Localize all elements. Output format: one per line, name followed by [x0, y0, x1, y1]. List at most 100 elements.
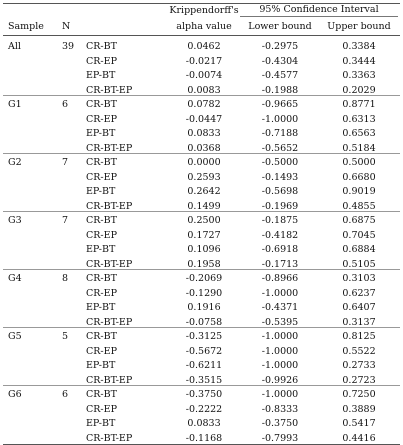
upper-bound: 0.5417 — [342, 418, 376, 429]
group-separator — [3, 327, 400, 328]
alpha-value: -0.5672 — [185, 345, 223, 357]
upper-bound: 0.6237 — [342, 287, 376, 299]
rater-pair: CR-BT-EP — [86, 200, 133, 212]
upper-bound: 0.2733 — [342, 360, 376, 371]
rater-pair: EP-BT — [86, 186, 116, 197]
rater-pair: CR-EP — [86, 403, 117, 415]
lower-bound: -1.0000 — [261, 389, 299, 400]
rater-pair: CR-BT — [86, 41, 117, 52]
lower-bound: -1.0000 — [261, 331, 299, 342]
rater-pair: EP-BT — [86, 302, 116, 313]
alpha-value: 0.0083 — [187, 84, 221, 96]
alpha-value: -0.3125 — [185, 331, 223, 342]
alpha-value: -0.0217 — [185, 55, 223, 67]
alpha-value: 0.2642 — [187, 186, 221, 197]
rater-pair: CR-BT-EP — [86, 142, 133, 154]
upper-bound: 0.5105 — [342, 258, 376, 270]
lower-bound: -0.3750 — [261, 418, 299, 429]
rater-pair: CR-BT-EP — [86, 374, 133, 386]
sample-label: G2 — [8, 157, 22, 168]
lower-bound: -0.4304 — [261, 55, 299, 67]
upper-bound: 0.5522 — [342, 345, 376, 357]
rater-pair: CR-EP — [86, 345, 117, 357]
lower-bound: -0.2975 — [261, 41, 299, 52]
lower-bound: -0.5698 — [261, 186, 299, 197]
upper-bound: 0.4416 — [342, 432, 376, 444]
upper-bound: 0.3103 — [342, 273, 376, 284]
lower-bound: -0.9665 — [261, 99, 299, 110]
sample-n: 5 — [62, 331, 69, 342]
header-upper-bound: Upper bound — [327, 21, 391, 32]
lower-bound: -0.7993 — [261, 432, 299, 444]
alpha-value: -0.3515 — [185, 374, 223, 386]
group-separator — [3, 385, 400, 386]
header-lower-bound: Lower bound — [248, 21, 312, 32]
upper-bound: 0.6875 — [342, 215, 376, 226]
rater-pair: CR-EP — [86, 55, 117, 67]
sample-n: 6 — [62, 99, 69, 110]
lower-bound: -0.9926 — [261, 374, 299, 386]
rater-pair: CR-EP — [86, 287, 117, 299]
upper-bound: 0.2723 — [342, 374, 376, 386]
lower-bound: -1.0000 — [261, 287, 299, 299]
sample-n: 8 — [62, 273, 69, 284]
header-n: N — [62, 21, 71, 32]
rater-pair: CR-BT-EP — [86, 84, 133, 96]
rater-pair: CR-BT — [86, 215, 117, 226]
rater-pair: CR-BT-EP — [86, 432, 133, 444]
alpha-value: -0.1290 — [185, 287, 223, 299]
rater-pair: CR-EP — [86, 113, 117, 125]
upper-bound: 0.3889 — [342, 403, 376, 415]
rater-pair: CR-BT — [86, 331, 117, 342]
upper-bound: 0.8125 — [342, 331, 376, 342]
rater-pair: EP-BT — [86, 128, 116, 139]
group-separator — [3, 153, 400, 154]
alpha-value: 0.1958 — [187, 258, 221, 270]
sample-n: 6 — [62, 389, 69, 400]
alpha-value: -0.2069 — [185, 273, 223, 284]
upper-bound: 0.9019 — [342, 186, 376, 197]
lower-bound: -0.6918 — [261, 244, 299, 255]
lower-bound: -0.4577 — [261, 70, 299, 81]
alpha-value: -0.0074 — [185, 70, 223, 81]
rater-pair: CR-BT — [86, 157, 117, 168]
sample-label: G6 — [8, 389, 22, 400]
ci-underline — [240, 16, 398, 17]
rater-pair: EP-BT — [86, 244, 116, 255]
rater-pair: EP-BT — [86, 418, 116, 429]
sample-label: All — [8, 41, 21, 52]
lower-bound: -0.1969 — [261, 200, 299, 212]
header-ci: 95% Confidence Interval — [259, 4, 379, 15]
alpha-value: -0.1168 — [185, 432, 223, 444]
rater-pair: CR-BT — [86, 99, 117, 110]
upper-bound: 0.5184 — [342, 142, 376, 154]
header-rule — [3, 35, 400, 36]
rater-pair: CR-BT — [86, 389, 117, 400]
upper-bound: 0.6407 — [342, 302, 376, 313]
lower-bound: -0.5652 — [261, 142, 299, 154]
lower-bound: -0.1988 — [261, 84, 299, 96]
sample-label: G5 — [8, 331, 22, 342]
upper-bound: 0.7250 — [342, 389, 376, 400]
upper-bound: 0.3384 — [342, 41, 376, 52]
lower-bound: -0.8966 — [261, 273, 299, 284]
sample-label: G4 — [8, 273, 22, 284]
alpha-value: -0.2222 — [185, 403, 223, 415]
alpha-value: -0.0758 — [185, 316, 223, 328]
sample-n: 7 — [62, 157, 69, 168]
alpha-value: 0.0833 — [187, 128, 221, 139]
alpha-value: 0.0462 — [187, 41, 221, 52]
lower-bound: -0.4182 — [261, 229, 299, 241]
sample-label: G3 — [8, 215, 22, 226]
upper-bound: 0.3137 — [342, 316, 376, 328]
rater-pair: CR-EP — [86, 229, 117, 241]
lower-bound: -0.5000 — [261, 157, 299, 168]
alpha-value: 0.0833 — [187, 418, 221, 429]
alpha-value: 0.0000 — [187, 157, 221, 168]
rater-pair: EP-BT — [86, 70, 116, 81]
upper-bound: 0.6680 — [342, 171, 376, 183]
alpha-value: 0.0368 — [187, 142, 221, 154]
group-separator — [3, 269, 400, 270]
lower-bound: -0.5395 — [261, 316, 299, 328]
upper-bound: 0.7045 — [342, 229, 376, 241]
